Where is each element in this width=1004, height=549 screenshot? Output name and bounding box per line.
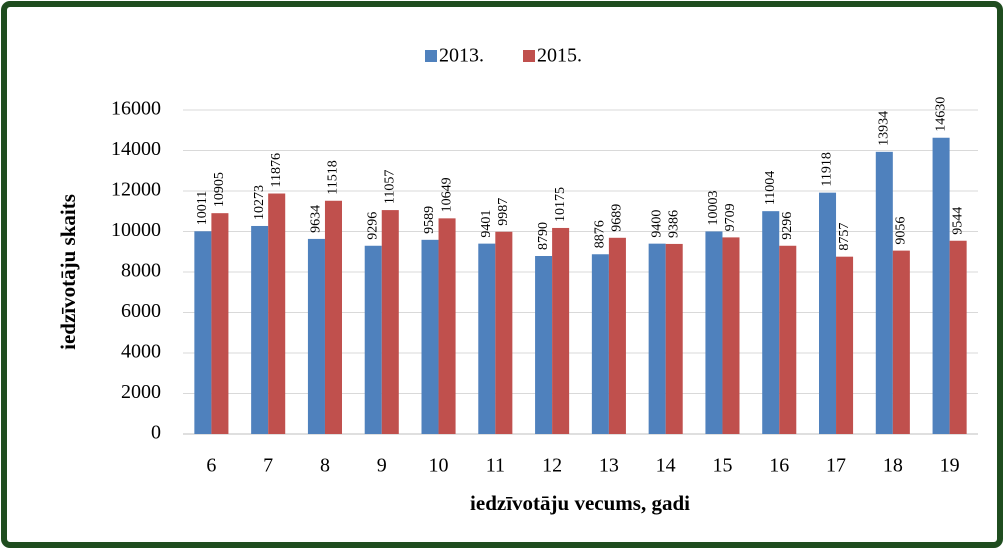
data-label: 11876 <box>269 153 284 187</box>
bar <box>478 243 496 434</box>
bar <box>591 254 609 434</box>
x-tick-label: 9 <box>377 455 387 477</box>
y-tick-label: 2000 <box>121 381 161 403</box>
data-label: 10905 <box>212 172 227 207</box>
x-axis-title: iedzīvotāju vecums, gadi <box>470 491 690 515</box>
x-tick-label: 18 <box>883 455 903 477</box>
x-tick-label: 10 <box>429 455 449 477</box>
bar <box>307 238 325 434</box>
data-label: 9386 <box>666 210 681 238</box>
x-tick-label: 19 <box>940 455 960 477</box>
data-label: 10003 <box>706 190 721 225</box>
bar <box>762 211 780 434</box>
x-tick-label: 15 <box>712 455 732 477</box>
legend-label: 2015. <box>537 45 582 67</box>
bar <box>535 256 553 434</box>
bar <box>949 240 967 434</box>
bar <box>836 256 854 434</box>
bar <box>194 231 212 434</box>
data-label: 14630 <box>933 97 948 132</box>
bar <box>438 218 456 434</box>
bar <box>819 192 837 434</box>
data-label: 9296 <box>365 212 380 240</box>
bar <box>779 245 797 434</box>
bar <box>892 250 910 434</box>
bar <box>875 151 893 435</box>
data-label: 9056 <box>894 217 909 245</box>
y-tick-label: 16000 <box>111 98 161 120</box>
legend-label: 2013. <box>439 45 484 67</box>
data-label: 11057 <box>382 170 397 204</box>
data-label: 8757 <box>837 223 852 251</box>
data-label: 9401 <box>479 210 494 238</box>
data-label: 11918 <box>820 152 835 186</box>
x-tick-label: 11 <box>486 455 505 477</box>
bar <box>381 210 399 434</box>
x-tick-label: 16 <box>769 455 789 477</box>
data-label: 9544 <box>950 207 965 235</box>
bar <box>211 213 229 434</box>
data-label: 8790 <box>536 222 551 250</box>
y-axis-title: iedzīvotāju skaits <box>56 194 80 350</box>
data-label: 10175 <box>553 187 568 222</box>
legend-swatch <box>523 50 535 62</box>
y-tick-label: 14000 <box>111 138 161 160</box>
y-tick-label: 4000 <box>121 341 161 363</box>
data-label: 13934 <box>877 111 892 146</box>
y-tick-label: 12000 <box>111 179 161 201</box>
bar <box>552 227 570 434</box>
y-tick-label: 6000 <box>121 300 161 322</box>
y-tick-label: 8000 <box>121 260 161 282</box>
data-label: 9296 <box>780 212 795 240</box>
bar <box>251 225 269 434</box>
bar <box>364 245 382 434</box>
y-tick-label: 0 <box>151 422 161 444</box>
bar <box>495 231 513 434</box>
x-tick-label: 12 <box>542 455 562 477</box>
data-label: 9400 <box>649 210 664 238</box>
data-label: 9987 <box>496 198 511 226</box>
data-label: 11518 <box>326 160 341 194</box>
x-tick-label: 6 <box>206 455 216 477</box>
bar <box>665 243 683 434</box>
data-label: 10649 <box>439 177 454 212</box>
bar <box>608 237 626 434</box>
data-label: 9589 <box>422 206 437 234</box>
x-tick-label: 7 <box>263 455 273 477</box>
y-tick-label: 10000 <box>111 219 161 241</box>
data-label: 10273 <box>252 185 267 220</box>
data-label: 10011 <box>195 191 210 225</box>
data-label: 9709 <box>723 203 738 231</box>
x-tick-label: 14 <box>656 455 676 477</box>
data-label: 8876 <box>593 220 608 248</box>
bar <box>268 193 286 434</box>
data-label: 9634 <box>309 205 324 233</box>
bar <box>324 200 342 434</box>
data-label: 11004 <box>763 171 778 205</box>
x-tick-label: 8 <box>320 455 330 477</box>
bar <box>648 243 666 434</box>
x-tick-label: 17 <box>826 455 846 477</box>
bar <box>722 237 740 434</box>
x-tick-label: 13 <box>599 455 619 477</box>
bar <box>421 239 439 434</box>
data-label: 9689 <box>610 204 625 232</box>
bar <box>932 137 950 434</box>
legend-swatch <box>425 50 437 62</box>
bar <box>705 231 723 434</box>
